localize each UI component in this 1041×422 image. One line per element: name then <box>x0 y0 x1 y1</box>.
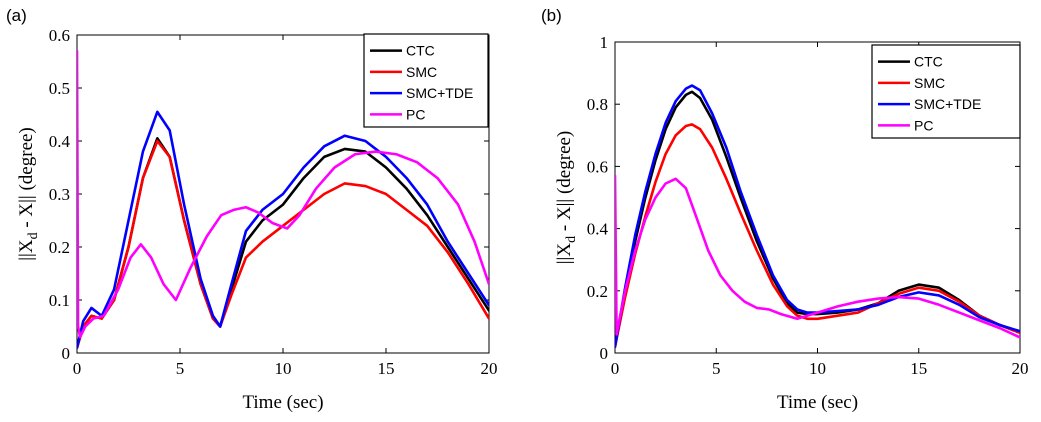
panel-label: (a) <box>6 6 27 25</box>
y-tick-label: 0.5 <box>49 79 70 98</box>
y-tick-label: 0.6 <box>587 157 608 176</box>
x-tick-label: 15 <box>378 359 395 378</box>
series-line-pc <box>615 174 1020 339</box>
y-tick-label: 0 <box>600 344 609 363</box>
y-tick-label: 0.1 <box>49 291 70 310</box>
series-group <box>77 49 489 349</box>
series-line-smc-tde <box>77 110 489 349</box>
y-axis-label-main: ||X <box>554 243 575 265</box>
x-tick-label: 5 <box>176 359 185 378</box>
y-tick-label: 0.8 <box>587 95 608 114</box>
series-line-pc <box>77 49 489 339</box>
panel-label: (b) <box>541 6 562 25</box>
y-tick-label: 0.4 <box>49 132 71 151</box>
x-tick-label: 10 <box>809 359 826 378</box>
legend-entry: PC <box>406 106 425 122</box>
y-axis-label-rest: - X|| (degree) <box>554 131 575 236</box>
x-tick-label: 15 <box>910 359 927 378</box>
x-axis-label: Time (sec) <box>777 392 858 413</box>
legend-entry: PC <box>914 117 933 133</box>
legend-entry: CTC <box>406 43 435 59</box>
x-tick-label: 5 <box>712 359 721 378</box>
y-tick-label: 0.6 <box>49 26 70 45</box>
x-tick-label: 20 <box>481 359 498 378</box>
legend-box <box>871 44 1021 139</box>
x-axis-label: Time (sec) <box>242 392 323 413</box>
y-tick-label: 0.4 <box>587 220 609 239</box>
x-tick-label: 20 <box>1012 359 1029 378</box>
y-tick-label: 0.3 <box>49 185 70 204</box>
x-tick-label: 0 <box>611 359 620 378</box>
y-axis-label: ||Xd - X|| (degree) <box>16 127 41 261</box>
y-axis-label-subscript: d <box>564 236 579 243</box>
legend-entry: SMC <box>406 64 437 80</box>
legend-entry: CTC <box>914 54 943 70</box>
y-axis-label-rest: - X|| (degree) <box>16 127 37 232</box>
legend: CTC SMC SMC+TDE PC <box>363 33 489 128</box>
y-tick-label: 1 <box>600 33 609 52</box>
legend: CTC SMC SMC+TDE PC <box>871 44 1021 139</box>
legend-entry: SMC+TDE <box>914 96 981 112</box>
y-tick-label: 0.2 <box>587 282 608 301</box>
series-group <box>615 84 1020 349</box>
legend-entry: SMC <box>914 75 945 91</box>
series-line-smc-tde <box>615 84 1020 349</box>
series-line-ctc <box>615 90 1020 349</box>
y-tick-label: 0 <box>62 344 71 363</box>
y-axis-label-main: ||X <box>16 239 37 261</box>
panel-b: (b) 0 5 10 15 20 0 0.2 0.4 0.6 0.8 1 Time (sec) ||Xd … <box>541 6 1029 413</box>
y-tick-label: 0.2 <box>49 238 70 257</box>
series-line-smc <box>615 123 1020 349</box>
series-line-smc <box>77 139 489 349</box>
x-tick-label: 10 <box>275 359 292 378</box>
y-axis-label-subscript: d <box>26 232 41 239</box>
legend-entry: SMC+TDE <box>406 85 473 101</box>
panel-a: (a) 0 5 10 15 20 0 0.1 0.2 0.3 0.4 0.5 0.6 Time (sec)… <box>6 6 498 413</box>
x-tick-label: 0 <box>73 359 82 378</box>
y-axis-label: ||Xd - X|| (degree) <box>554 131 579 265</box>
